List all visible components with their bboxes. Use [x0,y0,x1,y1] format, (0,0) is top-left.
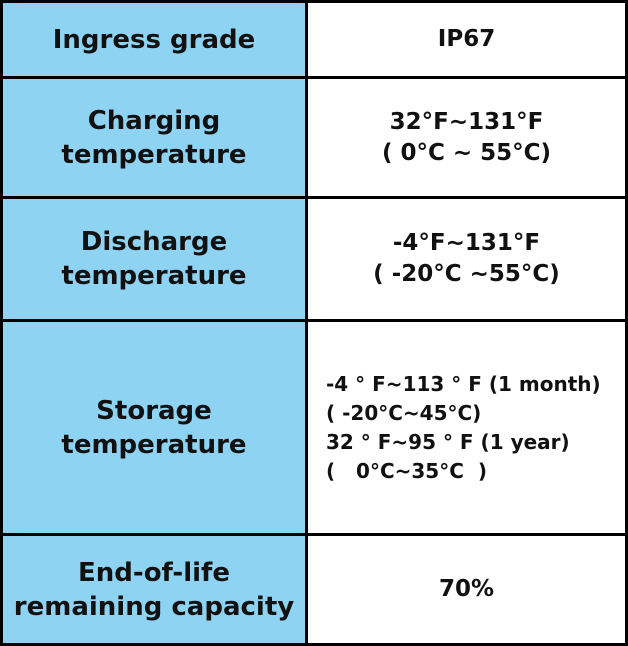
value-line: IP67 [437,26,496,52]
value-line: -4°F~131°F [392,230,541,256]
table-row-charging-temperature: Charging temperature 32°F~131°F ( 0°C ~ … [0,76,628,199]
label-line: Discharge [80,227,228,257]
table-row-ingress-grade: Ingress grade IP67 [0,0,628,79]
value-line: ( 0°C~35°C ) [326,458,487,483]
label-ingress-grade: Ingress grade [0,0,308,79]
value-line: 32°F~131°F [389,108,544,135]
table-row-storage-temperature: Storage temperature -4 ° F~113 ° F (1 mo… [0,319,628,536]
label-storage-temperature: Storage temperature [0,319,308,536]
table-row-end-of-life-capacity: End-of-life remaining capacity 70% [0,533,628,646]
table-row-discharge-temperature: Discharge temperature -4°F~131°F ( -20°C… [0,196,628,322]
label-discharge-temperature: Discharge temperature [0,196,308,322]
label-line: temperature [61,139,247,170]
label-charging-temperature: Charging temperature [0,76,308,199]
label-line: temperature [61,261,247,291]
value-line: 32 ° F~95 ° F (1 year) [326,429,570,454]
value-discharge-temperature: -4°F~131°F ( -20°C ~55°C) [305,196,628,322]
label-line: temperature [61,429,247,460]
value-storage-temperature: -4 ° F~113 ° F (1 month) ( -20°C~45°C) 3… [305,319,628,536]
label-line: remaining capacity [13,591,295,622]
value-line: 70% [438,576,495,602]
value-ingress-grade: IP67 [305,0,628,79]
label-line: Storage [96,395,212,426]
value-line: ( -20°C~45°C) [326,400,482,425]
value-line: ( 0°C ~ 55°C) [381,139,552,166]
value-line: -4 ° F~113 ° F (1 month) [326,371,601,396]
value-line: ( -20°C ~55°C) [373,261,560,287]
label-line: Ingress grade [52,24,256,55]
label-line: Charging [87,105,221,136]
label-end-of-life-capacity: End-of-life remaining capacity [0,533,308,646]
value-end-of-life-capacity: 70% [305,533,628,646]
label-line: End-of-life [78,557,230,588]
value-charging-temperature: 32°F~131°F ( 0°C ~ 55°C) [305,76,628,199]
